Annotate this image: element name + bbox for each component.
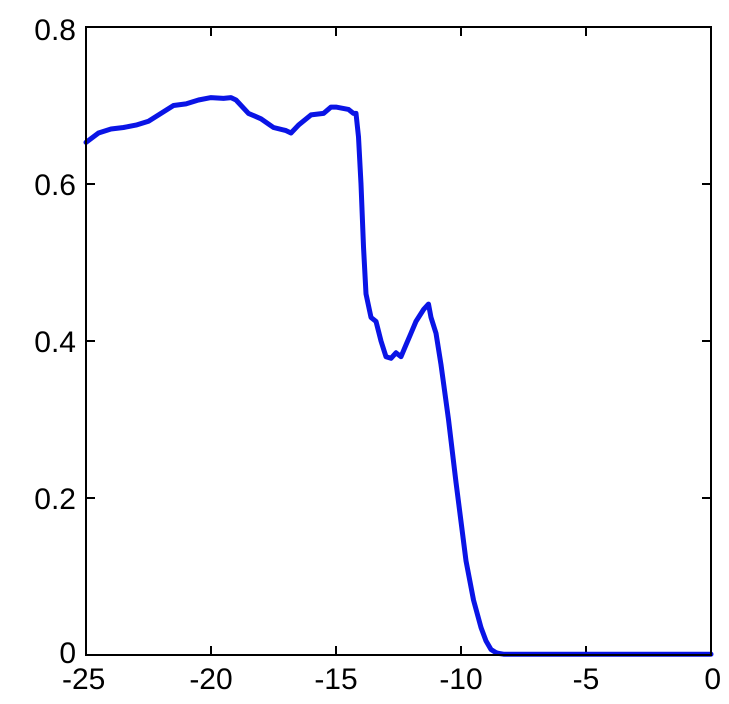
axes-frame bbox=[85, 26, 712, 656]
y-tick-label: 0.6 bbox=[34, 169, 76, 202]
y-axis: 0 0.2 0.4 0.6 0.8 bbox=[34, 14, 711, 670]
x-tick-label: -15 bbox=[314, 663, 357, 696]
x-axis: -25 -20 -15 -10 -5 0 bbox=[62, 27, 721, 696]
series-line-0 bbox=[83, 95, 714, 657]
y-tick-label: 0.8 bbox=[34, 14, 76, 47]
x-tick-label: -20 bbox=[189, 663, 232, 696]
y-tick-label: 0.2 bbox=[34, 483, 76, 516]
plot-area bbox=[86, 27, 711, 655]
y-tick-label: 0 bbox=[59, 637, 76, 670]
series-layer bbox=[83, 95, 714, 657]
x-tick-label: 0 bbox=[704, 663, 721, 696]
x-tick-label: -10 bbox=[439, 663, 482, 696]
x-tick-label: -5 bbox=[573, 663, 600, 696]
y-tick-label: 0.4 bbox=[34, 326, 76, 359]
x-tick-label: -25 bbox=[62, 663, 105, 696]
